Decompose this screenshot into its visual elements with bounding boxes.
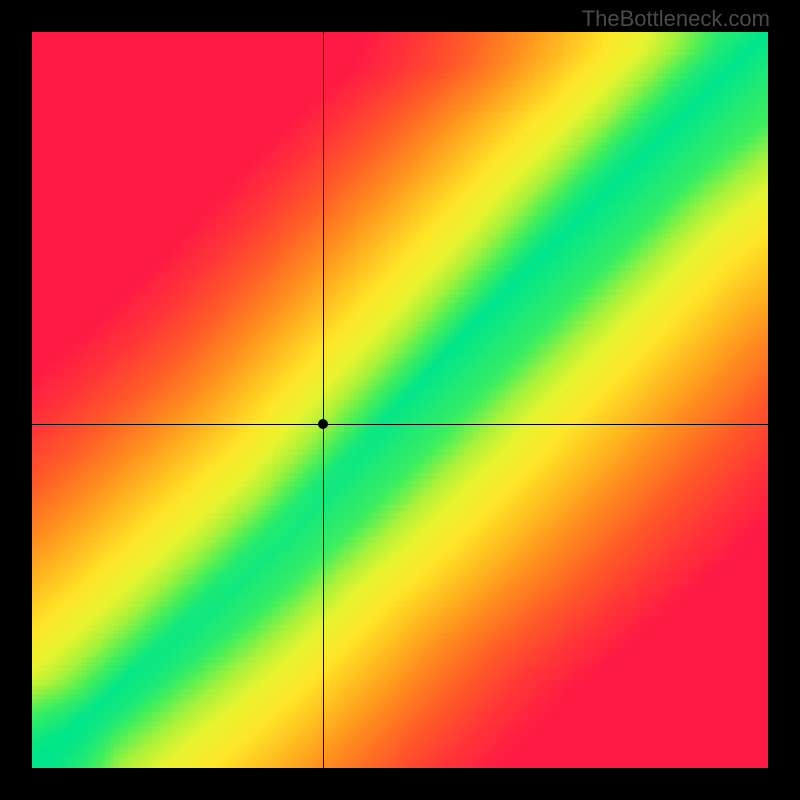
heatmap-canvas — [32, 32, 768, 768]
bottleneck-heatmap — [32, 32, 768, 768]
crosshair-horizontal — [32, 424, 768, 425]
crosshair-vertical — [323, 32, 324, 768]
watermark: TheBottleneck.com — [582, 6, 770, 32]
marker-dot — [318, 419, 328, 429]
